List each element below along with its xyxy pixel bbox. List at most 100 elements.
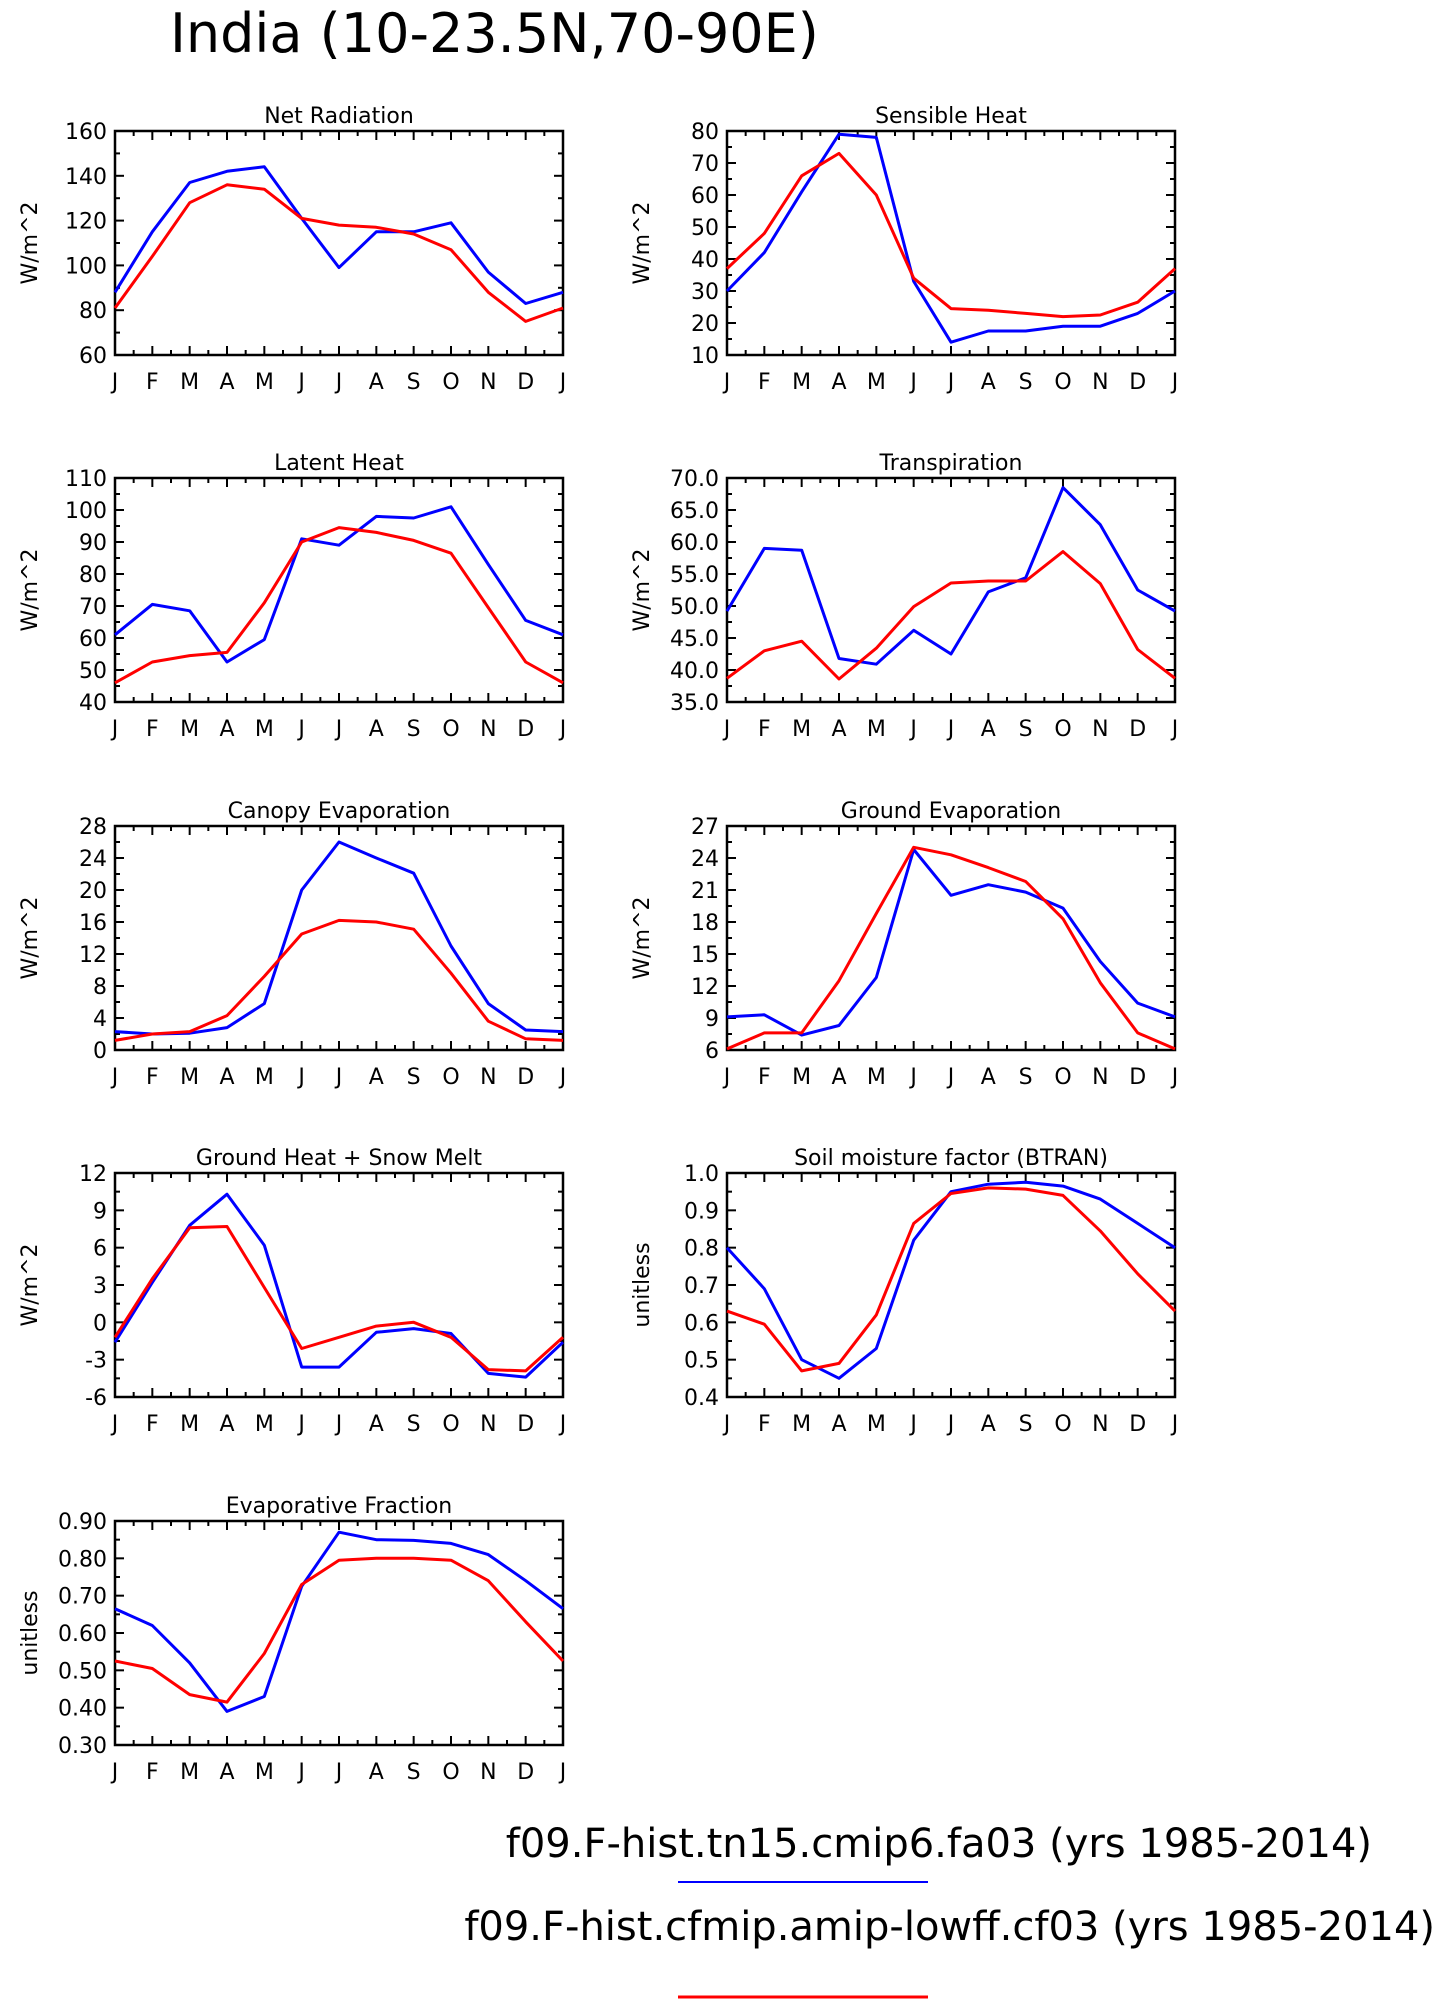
x-tick-label: F xyxy=(758,1065,771,1090)
series-line xyxy=(725,486,1176,666)
panel-title: Sensible Heat xyxy=(875,104,1027,129)
x-tick-label: A xyxy=(369,370,384,395)
x-tick-label: O xyxy=(442,1065,459,1090)
x-tick-label: O xyxy=(1054,1065,1071,1090)
x-tick-label: O xyxy=(1054,370,1071,395)
x-tick-label: J xyxy=(946,1065,955,1090)
plot-frame xyxy=(113,824,565,1052)
y-tick-label: 80 xyxy=(691,120,719,145)
x-tick-label: D xyxy=(1129,1412,1146,1437)
y-tick-label: 0.50 xyxy=(58,1659,107,1684)
series-line xyxy=(726,845,1176,1051)
y-tick-label: 10 xyxy=(691,344,719,369)
plot-frame xyxy=(725,476,1177,704)
y-tick-label: 0.7 xyxy=(684,1274,719,1299)
x-tick-label: J xyxy=(1170,717,1179,742)
panel-title: Net Radiation xyxy=(264,104,414,129)
x-tick-label: M xyxy=(255,1065,274,1090)
x-tick-label: N xyxy=(1092,717,1108,742)
series-line xyxy=(726,1186,1177,1373)
series-line xyxy=(725,151,1177,319)
y-axis-label: unitless xyxy=(18,1590,43,1675)
x-tick-label: J xyxy=(722,1065,731,1090)
x-tick-label: M xyxy=(180,370,199,395)
x-tick-label: A xyxy=(831,370,846,395)
plot-frame xyxy=(725,129,1177,357)
y-tick-label: 15 xyxy=(691,943,719,968)
panel-title: Transpiration xyxy=(879,451,1023,476)
x-tick-label: J xyxy=(908,1412,917,1437)
series-line xyxy=(726,848,1176,1037)
x-tick-label: J xyxy=(908,717,917,742)
x-tick-label: F xyxy=(758,717,771,742)
x-tick-label: M xyxy=(792,1065,811,1090)
x-tick-label: A xyxy=(981,1412,996,1437)
y-tick-label: 21 xyxy=(691,879,719,904)
y-tick-label: 120 xyxy=(65,210,107,235)
y-tick-label: 55.0 xyxy=(670,563,719,588)
y-tick-label: 50 xyxy=(691,216,719,241)
x-tick-label: A xyxy=(831,717,846,742)
y-tick-label: 80 xyxy=(79,563,107,588)
x-tick-label: J xyxy=(558,370,567,395)
x-tick-label: J xyxy=(110,1412,119,1437)
y-tick-label: 50 xyxy=(79,659,107,684)
x-tick-label: D xyxy=(517,717,534,742)
y-tick-label: 0.4 xyxy=(684,1386,719,1411)
y-tick-label: 0.6 xyxy=(684,1311,719,1336)
x-tick-label: J xyxy=(908,1065,917,1090)
y-tick-label: 40 xyxy=(79,691,107,716)
x-tick-label: D xyxy=(517,1065,534,1090)
x-tick-label: J xyxy=(334,1412,343,1437)
x-tick-label: O xyxy=(442,1412,459,1437)
y-tick-label: 12 xyxy=(79,943,107,968)
chart-panel: Soil moisture factor (BTRAN)J F M A M J J A S O N D… xyxy=(630,1146,1178,1437)
series-line xyxy=(114,1530,564,1713)
x-tick-label: N xyxy=(1092,1065,1108,1090)
x-tick-label: S xyxy=(1019,370,1033,395)
panel-title: Evaporative Fraction xyxy=(226,1494,452,1519)
plot-frame xyxy=(725,824,1177,1052)
x-tick-label: F xyxy=(146,370,159,395)
x-tick-label: M xyxy=(792,370,811,395)
x-tick-label: M xyxy=(792,717,811,742)
figure-title: India (10-23.5N,70-90E) xyxy=(170,2,819,65)
y-tick-label: 0 xyxy=(93,1311,107,1336)
x-tick-label: J xyxy=(558,1412,567,1437)
x-tick-label: A xyxy=(981,370,996,395)
x-tick-label: M xyxy=(867,717,886,742)
x-tick-label: J xyxy=(110,370,119,395)
y-tick-label: 70.0 xyxy=(670,467,719,492)
x-tick-label: M xyxy=(180,1065,199,1090)
x-tick-label: O xyxy=(1054,1412,1071,1437)
x-tick-label: J xyxy=(722,370,731,395)
x-tick-label: A xyxy=(369,1065,384,1090)
x-tick-label: S xyxy=(407,717,421,742)
x-tick-label: A xyxy=(369,1760,384,1785)
series-line xyxy=(725,132,1176,344)
x-tick-label: F xyxy=(758,370,771,395)
y-tick-label: 3 xyxy=(93,1274,107,1299)
x-tick-label: N xyxy=(480,1412,496,1437)
x-tick-label: A xyxy=(981,717,996,742)
x-tick-label: J xyxy=(296,717,305,742)
y-tick-label: 40.0 xyxy=(670,659,719,684)
y-tick-label: 80 xyxy=(79,299,107,324)
y-tick-label: 0.5 xyxy=(684,1349,719,1374)
y-tick-label: 65.0 xyxy=(670,499,719,524)
y-tick-label: 12 xyxy=(79,1162,107,1187)
x-tick-label: J xyxy=(334,1065,343,1090)
x-tick-label: J xyxy=(334,717,343,742)
y-axis-label: W/m^2 xyxy=(18,1243,43,1326)
y-tick-label: 9 xyxy=(93,1199,107,1224)
y-tick-label: 20 xyxy=(691,312,719,337)
x-tick-label: D xyxy=(517,370,534,395)
x-tick-label: M xyxy=(867,1065,886,1090)
panel-title: Ground Heat + Snow Melt xyxy=(196,1146,483,1171)
